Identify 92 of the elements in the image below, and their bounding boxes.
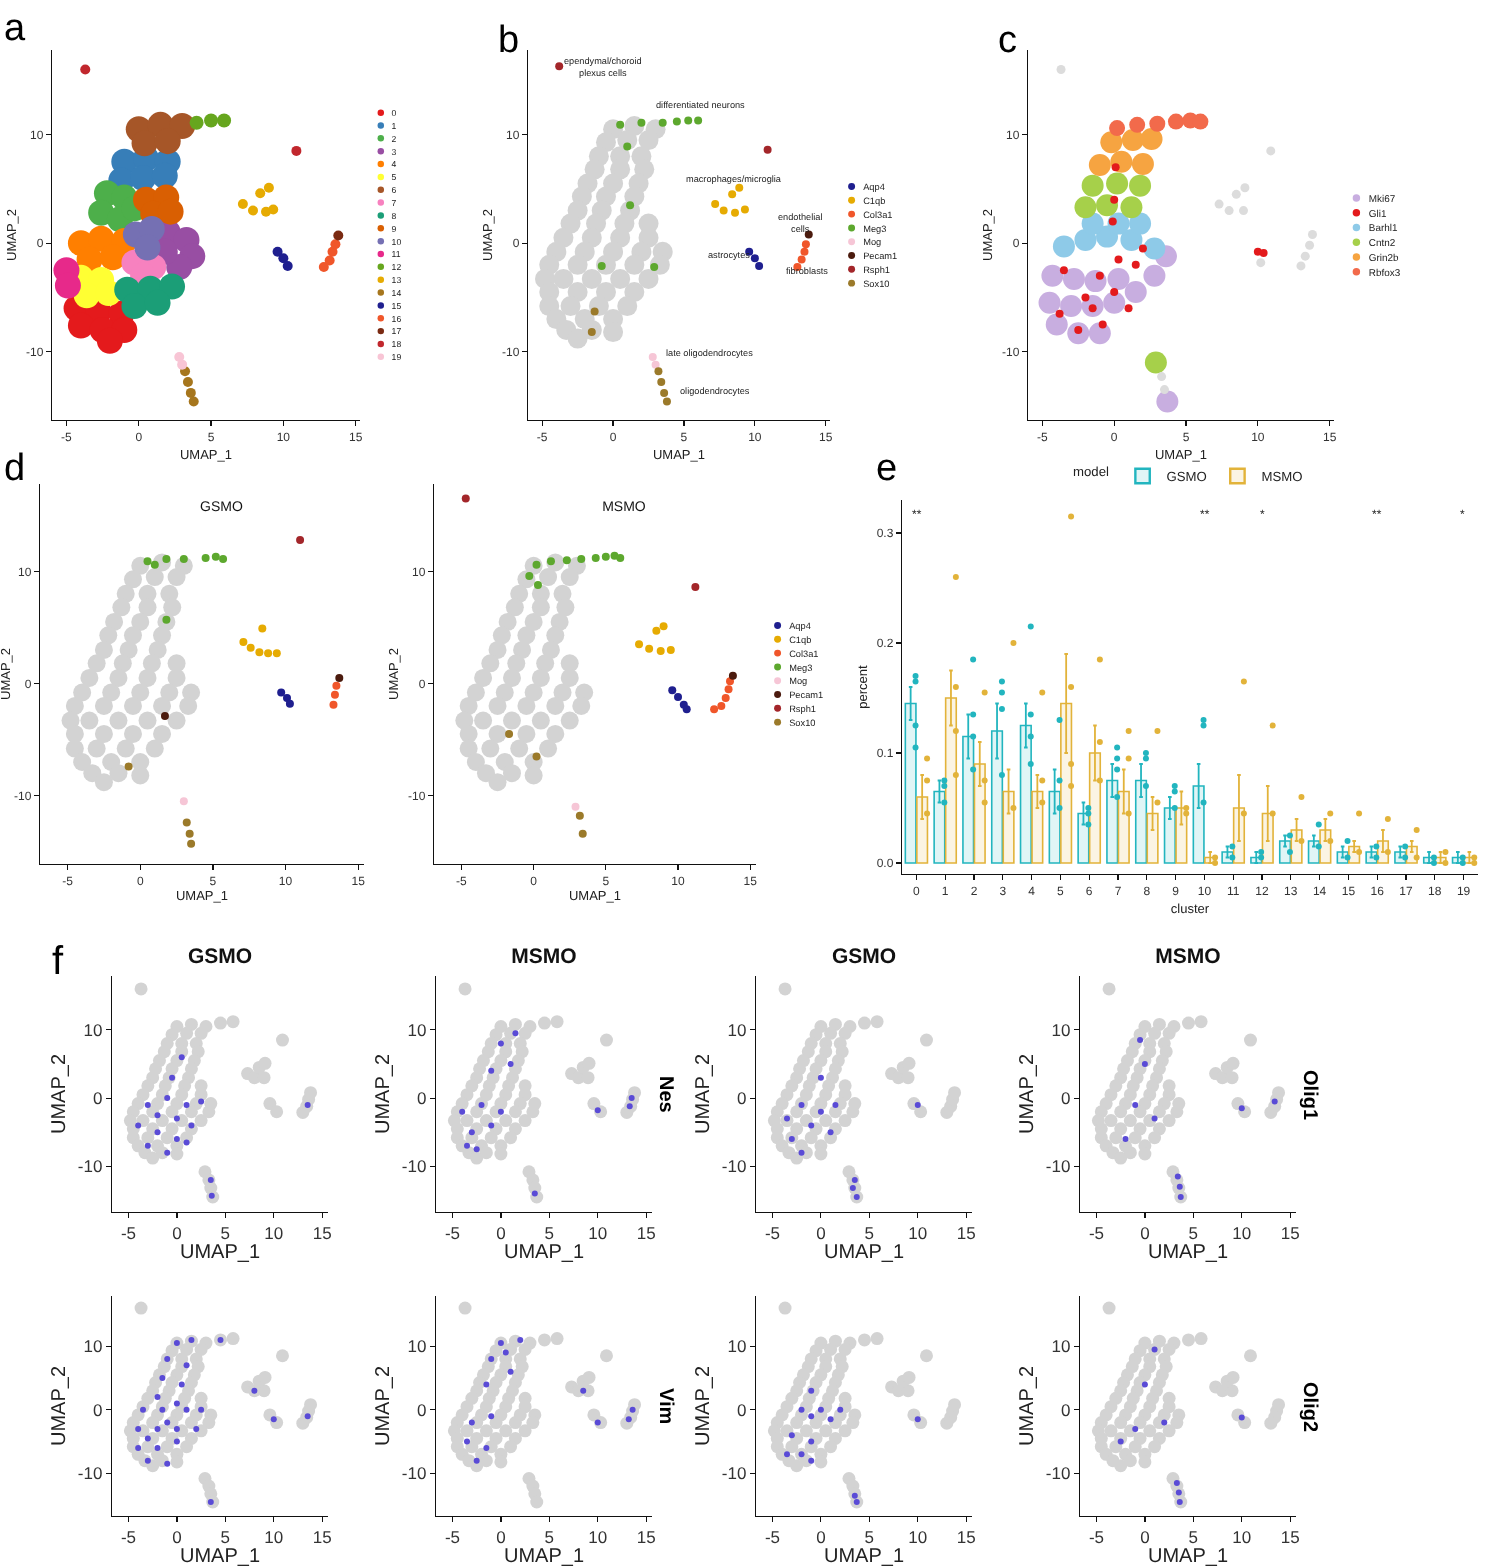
y-tick-label: -10 <box>77 1156 103 1177</box>
y-tick-label: 0 <box>1060 1399 1071 1420</box>
x-tick-label: 5 <box>544 1222 555 1243</box>
x-tick-label: 0 <box>1140 1526 1151 1547</box>
x-tick-label: 0 <box>172 1526 183 1547</box>
y-axis-title: UMAP_2 <box>49 1365 72 1447</box>
x-tick-label: -5 <box>764 1222 781 1243</box>
x-tick-label: 15 <box>1280 1526 1301 1547</box>
y-tick-label: -10 <box>1045 1463 1071 1484</box>
y-axis-title: UMAP_2 <box>49 1053 72 1135</box>
y-tick-label: 10 <box>727 1019 747 1040</box>
x-tick-label: 10 <box>908 1222 928 1243</box>
y-tick-label: -10 <box>721 1463 747 1484</box>
y2-axis-title: Olig1 <box>1298 1070 1320 1121</box>
x-axis-title: UMAP_1 <box>503 1242 585 1264</box>
y-tick-label: 10 <box>727 1336 747 1357</box>
x-tick-label: 5 <box>864 1222 875 1243</box>
x-tick-label: 10 <box>1232 1526 1252 1547</box>
y-tick-label: 0 <box>736 1088 747 1109</box>
x-axis-title: UMAP_1 <box>503 1546 585 1568</box>
y-tick-label: -10 <box>401 1156 427 1177</box>
y-tick-label: 10 <box>1051 1019 1071 1040</box>
y-axis-title: UMAP_2 <box>693 1053 716 1135</box>
y-tick-label: 0 <box>92 1399 103 1420</box>
x-tick-label: 5 <box>220 1222 231 1243</box>
x-tick-label: 15 <box>1280 1222 1301 1243</box>
y-tick-label: -10 <box>77 1463 103 1484</box>
y-tick-label: -10 <box>1045 1156 1071 1177</box>
x-tick-label: 10 <box>588 1526 608 1547</box>
x-axis-title: UMAP_1 <box>1147 1546 1229 1568</box>
x-tick-label: -5 <box>120 1526 137 1547</box>
x-tick-label: -5 <box>764 1526 781 1547</box>
x-tick-label: 15 <box>312 1222 333 1243</box>
chart-title: MSMO <box>1155 945 1221 970</box>
y-axis-title: UMAP_2 <box>1017 1365 1040 1447</box>
x-tick-label: 10 <box>264 1222 284 1243</box>
x-tick-label: 10 <box>908 1526 928 1547</box>
x-tick-label: 15 <box>636 1526 657 1547</box>
x-axis-title: UMAP_1 <box>823 1242 905 1264</box>
y2-axis-title: Olig2 <box>1298 1382 1320 1433</box>
x-tick-label: 5 <box>544 1526 555 1547</box>
chart-title: MSMO <box>511 945 577 970</box>
y-tick-label: 0 <box>1060 1088 1071 1109</box>
x-tick-label: 15 <box>956 1222 977 1243</box>
x-tick-label: 15 <box>636 1222 657 1243</box>
y-axis-title: UMAP_2 <box>373 1365 396 1447</box>
y-axis-title: UMAP_2 <box>693 1365 716 1447</box>
x-tick-label: 5 <box>864 1526 875 1547</box>
x-tick-label: 5 <box>1188 1526 1199 1547</box>
y-axis-title: UMAP_2 <box>373 1053 396 1135</box>
y-tick-label: 0 <box>416 1088 427 1109</box>
y2-axis-title: Vim <box>654 1388 676 1425</box>
text: b <box>498 20 520 62</box>
y-axis-title: UMAP_2 <box>1017 1053 1040 1135</box>
chart-title: GSMO <box>187 945 253 970</box>
y-tick-label: 10 <box>83 1336 103 1357</box>
x-tick-label: 0 <box>172 1222 183 1243</box>
y-tick-label: 0 <box>416 1399 427 1420</box>
x-tick-label: -5 <box>120 1222 137 1243</box>
x-tick-label: 15 <box>956 1526 977 1547</box>
y-tick-label: -10 <box>721 1156 747 1177</box>
y-tick-label: 10 <box>407 1019 427 1040</box>
x-tick-label: -5 <box>1088 1222 1105 1243</box>
x-tick-label: -5 <box>444 1526 461 1547</box>
x-tick-label: 10 <box>588 1222 608 1243</box>
x-tick-label: 10 <box>1232 1222 1252 1243</box>
y-tick-label: 10 <box>407 1336 427 1357</box>
x-axis-title: UMAP_1 <box>823 1546 905 1568</box>
x-tick-label: 0 <box>1140 1222 1151 1243</box>
x-axis-title: UMAP_1 <box>179 1242 261 1264</box>
x-tick-label: 5 <box>220 1526 231 1547</box>
x-tick-label: 10 <box>264 1526 284 1547</box>
x-axis-title: UMAP_1 <box>1147 1242 1229 1264</box>
y-tick-label: -10 <box>401 1463 427 1484</box>
x-tick-label: 5 <box>1188 1222 1199 1243</box>
x-tick-label: 0 <box>816 1526 827 1547</box>
text: c <box>998 20 1017 62</box>
x-tick-label: -5 <box>1088 1526 1105 1547</box>
y-tick-label: 0 <box>736 1399 747 1420</box>
x-tick-label: -5 <box>444 1222 461 1243</box>
x-axis-title: UMAP_1 <box>179 1546 261 1568</box>
x-tick-label: 15 <box>312 1526 333 1547</box>
text: d <box>4 448 26 490</box>
y-tick-label: 10 <box>83 1019 103 1040</box>
text: a <box>4 8 26 50</box>
text: f <box>52 940 64 984</box>
y-tick-label: 0 <box>92 1088 103 1109</box>
text: e <box>876 448 898 490</box>
x-tick-label: 0 <box>816 1222 827 1243</box>
chart-title: GSMO <box>831 945 897 970</box>
y-tick-label: 10 <box>1051 1336 1071 1357</box>
y2-axis-title: Nes <box>654 1076 676 1114</box>
